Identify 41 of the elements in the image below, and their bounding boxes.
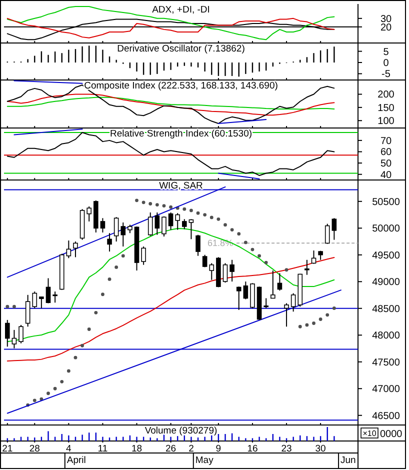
chart-title: Derivative Oscillator (7.13862) bbox=[117, 44, 245, 54]
chart-title: Composite Index (222.533, 168.133, 143.690) bbox=[84, 80, 278, 92]
x-tick-label: 28 bbox=[29, 444, 40, 454]
y-tick-label: 20 bbox=[380, 22, 392, 34]
x-tick-label: 18 bbox=[131, 444, 142, 454]
y-tick-label: 5 bbox=[383, 46, 390, 58]
text: Jun bbox=[340, 455, 356, 466]
y-tick-label: 40 bbox=[380, 170, 392, 181]
x-tick-label: 23 bbox=[281, 444, 292, 454]
y-tick-label: 50 bbox=[380, 158, 392, 170]
y-tick-label: 49500 bbox=[372, 250, 400, 262]
y-tick-label: 30 bbox=[380, 14, 392, 25]
y-tick-label: 48500 bbox=[372, 304, 400, 315]
y-tick-label: 48000 bbox=[372, 330, 400, 342]
x-tick-label: 4 bbox=[66, 444, 72, 454]
chart-title: ADX, +DI, -DI bbox=[152, 4, 210, 16]
y-tick-label: 0 bbox=[383, 58, 390, 70]
chart-title: WIG, SAR bbox=[159, 180, 204, 192]
y-tick-label: 50000 bbox=[372, 224, 400, 235]
x-tick-label: 30 bbox=[315, 444, 326, 454]
x-tick-label: 16 bbox=[247, 444, 258, 454]
x-tick-label: 11 bbox=[98, 444, 108, 454]
y-tick-label: 200 bbox=[378, 90, 395, 101]
text: May bbox=[195, 455, 214, 466]
y-tick-label: 47000 bbox=[372, 384, 400, 396]
chart-title: Volume (930279) bbox=[144, 426, 218, 436]
y-tick-label: 150 bbox=[378, 102, 395, 114]
x-tick-label: 26 bbox=[166, 444, 176, 454]
y-tick-label: 70 bbox=[380, 136, 392, 147]
y-tick-label: -5 bbox=[382, 69, 391, 80]
y-tick-label: 50500 bbox=[372, 196, 400, 208]
x-tick-label: 21 bbox=[2, 444, 13, 454]
y-tick-label: 100 bbox=[378, 116, 395, 128]
text: April bbox=[66, 455, 86, 466]
y-tick-label: 47500 bbox=[372, 357, 400, 368]
y-tick-label: 49000 bbox=[372, 277, 400, 288]
y-tick-label: 46500 bbox=[372, 410, 400, 422]
text: 0000 bbox=[380, 429, 403, 440]
x-tick-label: 9 bbox=[216, 444, 222, 454]
y-tick-label: 60 bbox=[380, 147, 392, 158]
x-tick-label: 2 bbox=[188, 444, 194, 454]
